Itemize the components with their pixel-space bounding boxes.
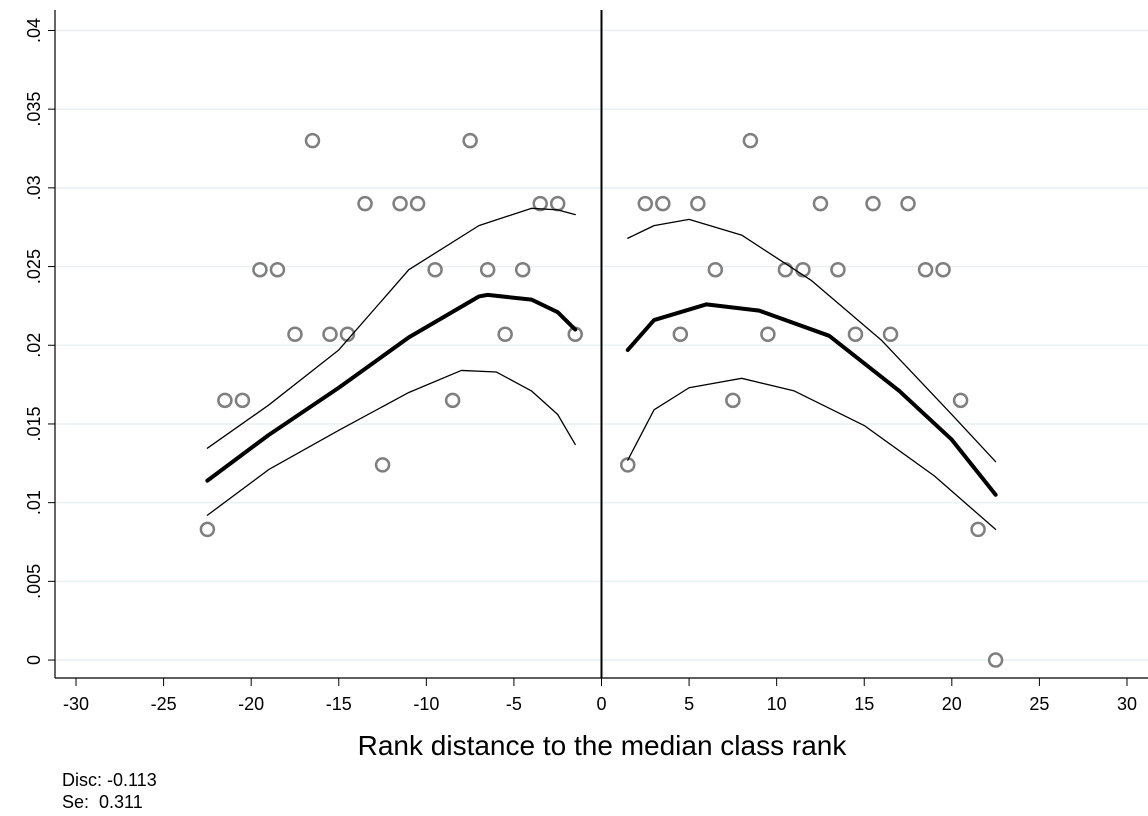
data-point xyxy=(812,195,829,212)
data-point xyxy=(672,326,689,342)
x-tick-label: -15 xyxy=(326,694,352,714)
y-tick-label: .04 xyxy=(24,18,44,43)
data-point xyxy=(462,132,478,149)
data-point xyxy=(479,261,496,278)
data-point xyxy=(357,195,373,212)
data-point xyxy=(427,261,443,278)
data-point xyxy=(760,326,776,342)
fit-line xyxy=(205,292,578,483)
y-tick-label: .02 xyxy=(24,333,44,358)
data-point xyxy=(882,326,899,342)
y-tick-label: .005 xyxy=(24,564,44,599)
y-tick-label: .01 xyxy=(24,490,44,515)
data-point xyxy=(199,521,216,538)
data-point xyxy=(830,261,846,278)
data-point xyxy=(637,195,654,212)
data-point xyxy=(497,326,513,342)
data-point xyxy=(900,195,916,212)
x-tick-label: 30 xyxy=(1117,694,1137,714)
y-tick-label: .015 xyxy=(24,406,44,441)
data-point xyxy=(655,195,671,212)
data-point xyxy=(917,261,934,278)
data-point xyxy=(269,261,286,278)
annotation: Se: 0.311 xyxy=(62,792,143,812)
data-point xyxy=(987,652,1004,668)
x-tick-label: 20 xyxy=(942,694,962,714)
fit-line xyxy=(206,207,576,449)
x-tick-label: 5 xyxy=(684,694,694,714)
x-tick-label: -10 xyxy=(413,694,439,714)
data-point xyxy=(392,195,408,212)
fit-line xyxy=(625,302,998,497)
fit-line xyxy=(206,369,576,516)
y-tick-label: .03 xyxy=(24,175,44,200)
data-point xyxy=(690,195,706,212)
fit-line xyxy=(627,377,997,531)
data-point xyxy=(234,392,251,409)
data-point xyxy=(935,261,951,278)
data-point xyxy=(532,195,548,212)
data-point xyxy=(514,261,531,278)
x-tick-label: 10 xyxy=(767,694,787,714)
data-point xyxy=(287,326,303,342)
data-point xyxy=(707,261,724,278)
y-tick-label: .035 xyxy=(24,92,44,127)
data-point xyxy=(322,326,338,342)
data-point xyxy=(742,132,759,149)
x-tick-label: -5 xyxy=(506,694,522,714)
data-point xyxy=(409,195,426,212)
data-point xyxy=(252,261,268,278)
data-point xyxy=(865,195,881,212)
data-point xyxy=(777,261,794,278)
data-point xyxy=(970,521,986,538)
data-point xyxy=(217,392,233,409)
data-point xyxy=(847,326,864,342)
data-point xyxy=(620,457,636,473)
x-axis-label: Rank distance to the median class rank xyxy=(358,730,848,761)
y-tick-label: .025 xyxy=(24,249,44,284)
x-tick-label: -30 xyxy=(63,694,89,714)
fit-line xyxy=(627,218,997,463)
x-tick-label: -25 xyxy=(151,694,177,714)
x-tick-label: -20 xyxy=(238,694,264,714)
data-point xyxy=(549,195,566,212)
x-tick-label: 15 xyxy=(854,694,874,714)
x-tick-label: 25 xyxy=(1029,694,1049,714)
data-point xyxy=(444,392,461,409)
data-point xyxy=(304,132,321,149)
data-point xyxy=(725,392,741,409)
y-tick-label: 0 xyxy=(24,655,44,665)
x-tick-label: 0 xyxy=(596,694,606,714)
data-point xyxy=(952,392,969,409)
annotation: Disc: -0.113 xyxy=(62,770,157,790)
data-point xyxy=(374,457,391,473)
